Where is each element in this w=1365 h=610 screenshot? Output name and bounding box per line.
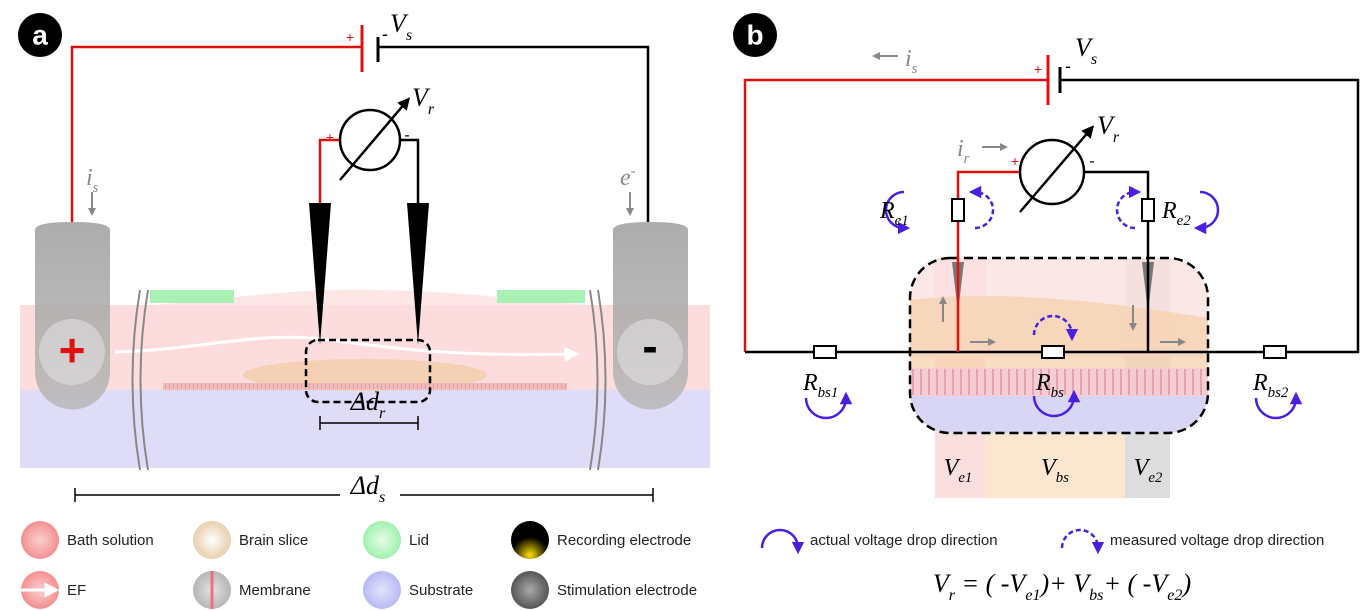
legend-label: Stimulation electrode bbox=[557, 582, 697, 599]
resistor bbox=[1042, 346, 1064, 358]
legend-swatch bbox=[363, 571, 401, 609]
current-label: is bbox=[905, 46, 918, 77]
polarity: + bbox=[346, 29, 354, 45]
subscript: bs bbox=[1089, 587, 1103, 604]
symbol-text: i bbox=[957, 136, 964, 162]
wire bbox=[72, 47, 362, 222]
symbol-text: ) bbox=[1180, 569, 1191, 598]
polarity: + bbox=[326, 129, 334, 145]
subscript: s bbox=[1091, 51, 1097, 68]
subscript: s bbox=[406, 27, 412, 44]
superscript: - bbox=[631, 163, 636, 179]
cathode-sign: - bbox=[642, 320, 657, 372]
subscript: s bbox=[912, 61, 918, 77]
subscript: e2 bbox=[1177, 213, 1192, 229]
symbol-text: i bbox=[86, 165, 93, 191]
resistor-label: Rbs2 bbox=[1252, 370, 1289, 401]
legend-label: Lid bbox=[409, 532, 429, 549]
panel-label: a bbox=[32, 19, 48, 50]
current-label: is bbox=[86, 165, 99, 196]
subscript: e2 bbox=[1148, 470, 1163, 486]
subscript: r bbox=[1113, 129, 1120, 146]
resistor-label: Re2 bbox=[1161, 198, 1191, 229]
wire bbox=[400, 140, 418, 205]
legend-label: Recording electrode bbox=[557, 532, 691, 549]
subscript: s bbox=[379, 489, 385, 506]
subscript: bs bbox=[1051, 385, 1064, 401]
polarity: + bbox=[1011, 153, 1019, 169]
anode-sign: + bbox=[59, 324, 86, 376]
subscript: r bbox=[428, 101, 435, 118]
subscript: bs bbox=[1056, 470, 1069, 486]
subscript: e1 bbox=[958, 470, 972, 486]
lid bbox=[497, 290, 585, 303]
subscript: s bbox=[93, 180, 99, 196]
resistor bbox=[952, 199, 964, 221]
subscript: e1 bbox=[1025, 587, 1040, 604]
symbol-text: Δd bbox=[350, 387, 380, 416]
resistor bbox=[1142, 199, 1154, 221]
subscript: bs1 bbox=[818, 385, 839, 401]
resistor bbox=[814, 346, 836, 358]
legend-label: Substrate bbox=[409, 582, 473, 599]
subscript: e2 bbox=[1167, 587, 1182, 604]
subscript: bs2 bbox=[1268, 385, 1289, 401]
resistor-label: Rbs1 bbox=[802, 370, 838, 401]
symbol-text: Δd bbox=[350, 471, 380, 500]
legend-label: Membrane bbox=[239, 582, 311, 599]
lid bbox=[150, 290, 234, 303]
resistor-label: Re1 bbox=[879, 198, 909, 229]
legend-label: actual voltage drop direction bbox=[810, 532, 998, 549]
electron-label: e- bbox=[620, 163, 636, 191]
symbol-text: R bbox=[1252, 370, 1268, 396]
subscript: r bbox=[964, 151, 970, 167]
legend-swatch bbox=[21, 521, 59, 559]
legend-label: measured voltage drop direction bbox=[1110, 532, 1324, 549]
polarity: - bbox=[1065, 56, 1071, 76]
source-voltage-label: Vs bbox=[390, 9, 412, 44]
symbol-text: e bbox=[620, 165, 631, 191]
polarity: + bbox=[1034, 61, 1042, 77]
subscript: r bbox=[379, 405, 386, 422]
recorded-voltage-label: Vr bbox=[412, 83, 435, 118]
polarity: - bbox=[404, 127, 409, 144]
legend-swatch bbox=[363, 521, 401, 559]
symbol-text: )+ bbox=[1039, 569, 1074, 598]
current-label: ir bbox=[957, 136, 970, 167]
legend-swatch bbox=[193, 521, 231, 559]
legend-label: Bath solution bbox=[67, 532, 154, 549]
subscript: e1 bbox=[895, 213, 909, 229]
recorded-voltage-label: Vr bbox=[1097, 111, 1120, 146]
legend-label: EF bbox=[67, 582, 86, 599]
symbol-text: + ( - bbox=[1103, 569, 1151, 598]
legend-swatch bbox=[511, 521, 549, 559]
panel-a: a + - + - + bbox=[18, 13, 710, 502]
legend-swatch bbox=[511, 571, 549, 609]
resistor bbox=[1264, 346, 1286, 358]
polarity: - bbox=[382, 24, 388, 44]
panel-label: b bbox=[746, 19, 763, 50]
wire bbox=[320, 140, 340, 205]
legend-label: Brain slice bbox=[239, 532, 308, 549]
symbol-text: R bbox=[1035, 370, 1051, 396]
source-voltage-label: Vs bbox=[1075, 33, 1097, 68]
symbol-text: R bbox=[879, 198, 895, 224]
symbol-text: R bbox=[802, 370, 818, 396]
polarity: - bbox=[1089, 153, 1094, 170]
figure: a + - + - + bbox=[0, 0, 1365, 610]
symbol-text: = ( - bbox=[955, 569, 1009, 598]
equation: Vr = ( -Ve1)+ Vbs+ ( -Ve2) bbox=[933, 569, 1191, 604]
symbol-text: R bbox=[1161, 198, 1177, 224]
symbol-text: i bbox=[905, 46, 912, 72]
